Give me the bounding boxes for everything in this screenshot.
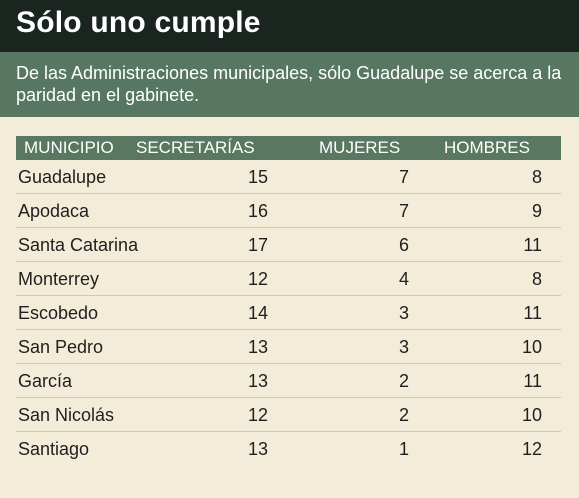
municipio-cell: Santa Catarina — [18, 235, 139, 255]
table-row: San Nicolás 12 2 10 — [16, 398, 561, 432]
mujeres-cell: 2 — [398, 405, 409, 425]
mujeres-cell: 1 — [398, 439, 409, 459]
mujeres-cell: 7 — [398, 201, 409, 221]
hombres-cell: 8 — [531, 167, 542, 187]
mujeres-cell: 4 — [398, 269, 409, 289]
table-row: San Pedro 13 3 10 — [16, 330, 561, 364]
municipio-cell: García — [18, 371, 73, 391]
hombres-cell: 12 — [521, 439, 542, 459]
secretarias-cell: 16 — [247, 201, 268, 221]
hombres-cell: 8 — [531, 269, 542, 289]
hombres-cell: 11 — [523, 303, 542, 323]
secretarias-cell: 13 — [247, 337, 268, 357]
hombres-cell: 11 — [523, 235, 542, 255]
secretarias-cell: 14 — [247, 303, 268, 323]
secretarias-cell: 13 — [247, 371, 268, 391]
subtitle-bar: De las Administraciones municipales, sól… — [0, 52, 579, 117]
table-row: Guadalupe 15 7 8 — [16, 160, 561, 194]
data-table: MUNICIPIO SECRETARÍAS MUJERES HOMBRES Gu… — [16, 136, 561, 466]
table-body: Guadalupe 15 7 8 Apodaca 16 7 9 Santa Catarina 17… — [16, 160, 561, 466]
mujeres-cell: 7 — [398, 167, 409, 187]
column-header-hombres: HOMBRES — [444, 138, 530, 157]
municipio-cell: San Nicolás — [18, 405, 115, 425]
secretarias-cell: 12 — [247, 269, 268, 289]
municipio-cell: Monterrey — [18, 269, 100, 289]
municipio-cell: San Pedro — [18, 337, 104, 357]
secretarias-cell: 15 — [247, 167, 268, 187]
table-row: Monterrey 12 4 8 — [16, 262, 561, 296]
municipio-cell: Guadalupe — [18, 167, 107, 187]
table-row: García 13 2 11 — [16, 364, 561, 398]
table-row: Santiago 13 1 12 — [16, 432, 561, 466]
secretarias-cell: 12 — [247, 405, 268, 425]
column-header-mujeres: MUJERES — [319, 138, 401, 157]
column-header-municipio: MUNICIPIO — [24, 138, 114, 157]
column-header-secretarias: SECRETARÍAS — [136, 138, 255, 157]
municipio-cell: Santiago — [18, 439, 90, 459]
hombres-cell: 10 — [521, 337, 542, 357]
table-row: Escobedo 14 3 11 — [16, 296, 561, 330]
table-header: MUNICIPIO SECRETARÍAS MUJERES HOMBRES — [16, 136, 561, 160]
secretarias-cell: 17 — [247, 235, 268, 255]
mujeres-cell: 6 — [398, 235, 409, 255]
table-row: Apodaca 16 7 9 — [16, 194, 561, 228]
title-bar: Sólo uno cumple — [0, 0, 579, 52]
page-title: Sólo uno cumple — [16, 6, 261, 39]
municipio-cell: Apodaca — [18, 201, 90, 221]
hombres-cell: 9 — [531, 201, 542, 221]
page-subtitle: De las Administraciones municipales, sól… — [16, 63, 562, 105]
mujeres-cell: 2 — [398, 371, 409, 391]
hombres-cell: 11 — [523, 371, 542, 391]
mujeres-cell: 3 — [398, 303, 409, 323]
table-row: Santa Catarina 17 6 11 — [16, 228, 561, 262]
mujeres-cell: 3 — [398, 337, 409, 357]
secretarias-cell: 13 — [247, 439, 268, 459]
hombres-cell: 10 — [521, 405, 542, 425]
municipio-cell: Escobedo — [18, 303, 99, 323]
